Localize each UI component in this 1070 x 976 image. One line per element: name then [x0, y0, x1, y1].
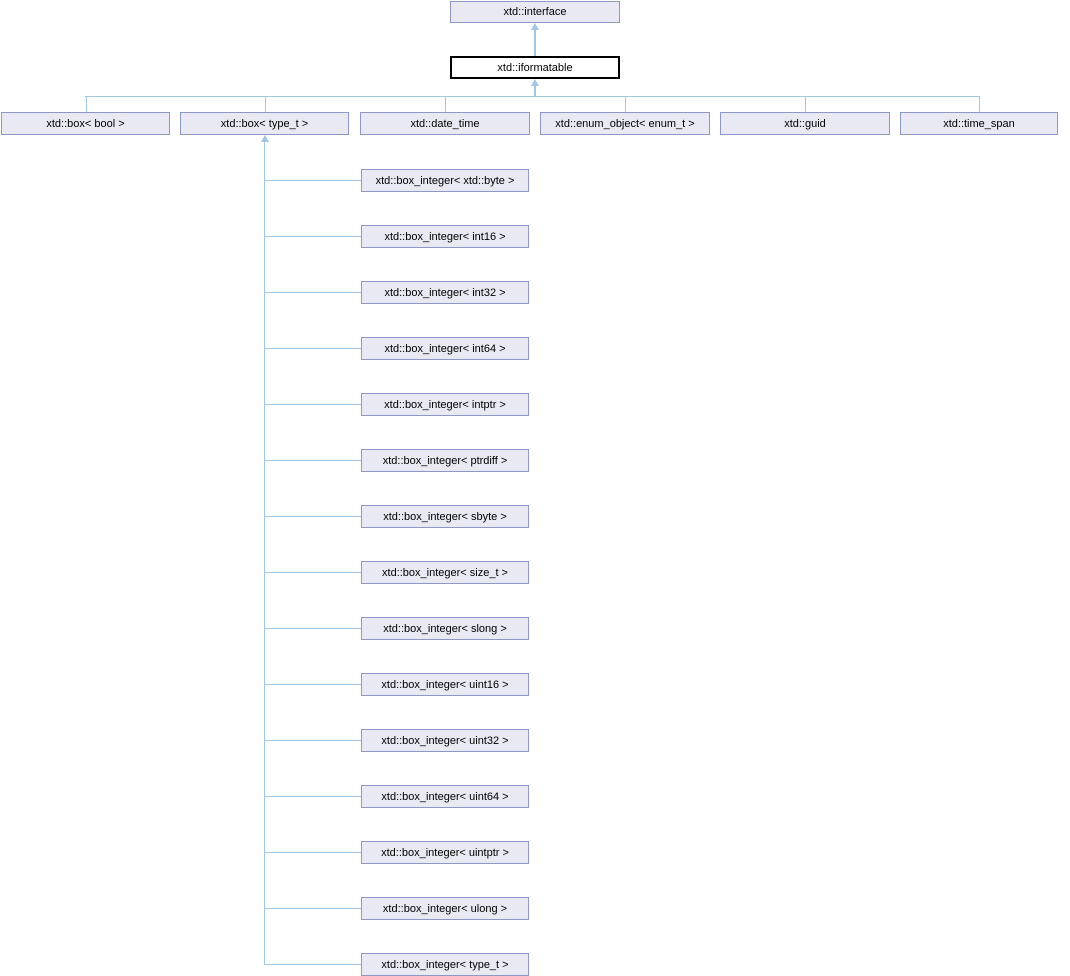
inheritance-arrow-up: [531, 23, 539, 30]
class-node-xtd-box-integer-uint32[interactable]: xtd::box_integer< uint32 >: [361, 729, 529, 752]
edge-line: [264, 852, 361, 853]
edge-line: [264, 460, 361, 461]
edge-line: [805, 96, 806, 112]
edge-line: [86, 96, 87, 112]
edge-line: [264, 404, 361, 405]
edge-line: [265, 96, 266, 112]
class-node-xtd-box-integer-uint64[interactable]: xtd::box_integer< uint64 >: [361, 785, 529, 808]
class-node-xtd-box-integer-sbyte[interactable]: xtd::box_integer< sbyte >: [361, 505, 529, 528]
class-node-xtd-guid[interactable]: xtd::guid: [720, 112, 890, 135]
class-node-xtd-box-integer-intptr[interactable]: xtd::box_integer< intptr >: [361, 393, 529, 416]
edge-line: [979, 96, 980, 112]
edge-line: [264, 142, 265, 965]
class-node-xtd-box-integer-slong[interactable]: xtd::box_integer< slong >: [361, 617, 529, 640]
class-node-xtd-box-integer-ptrdiff[interactable]: xtd::box_integer< ptrdiff >: [361, 449, 529, 472]
edge-line: [264, 908, 361, 909]
class-node-xtd-box-integer-size-t[interactable]: xtd::box_integer< size_t >: [361, 561, 529, 584]
class-node-xtd-interface[interactable]: xtd::interface: [450, 1, 620, 23]
class-node-xtd-box-integer-xtd-byte[interactable]: xtd::box_integer< xtd::byte >: [361, 169, 529, 192]
class-node-xtd-enum-object-enum-t[interactable]: xtd::enum_object< enum_t >: [540, 112, 710, 135]
edge-line: [264, 516, 361, 517]
edge-line: [264, 572, 361, 573]
class-node-xtd-box-integer-uintptr[interactable]: xtd::box_integer< uintptr >: [361, 841, 529, 864]
class-node-xtd-box-bool[interactable]: xtd::box< bool >: [1, 112, 170, 135]
edge-line: [534, 86, 536, 97]
edge-line: [264, 236, 361, 237]
class-node-xtd-time-span[interactable]: xtd::time_span: [900, 112, 1058, 135]
edge-line: [264, 628, 361, 629]
class-node-xtd-iformatable: xtd::iformatable: [450, 56, 620, 79]
edge-line: [264, 740, 361, 741]
class-node-xtd-box-integer-uint16[interactable]: xtd::box_integer< uint16 >: [361, 673, 529, 696]
edge-line: [264, 180, 361, 181]
inheritance-arrow-up: [531, 79, 539, 86]
edge-line: [264, 964, 361, 965]
edge-line: [264, 796, 361, 797]
class-node-xtd-date-time[interactable]: xtd::date_time: [360, 112, 530, 135]
edge-line: [625, 96, 626, 112]
class-node-xtd-box-type-t[interactable]: xtd::box< type_t >: [180, 112, 349, 135]
class-node-xtd-box-integer-int32[interactable]: xtd::box_integer< int32 >: [361, 281, 529, 304]
edge-line: [85, 96, 979, 97]
edge-line: [264, 684, 361, 685]
edge-line: [264, 348, 361, 349]
class-node-xtd-box-integer-int16[interactable]: xtd::box_integer< int16 >: [361, 225, 529, 248]
edge-line: [445, 96, 446, 112]
edge-line: [264, 292, 361, 293]
edge-line: [534, 30, 536, 56]
class-node-xtd-box-integer-type-t[interactable]: xtd::box_integer< type_t >: [361, 953, 529, 976]
class-node-xtd-box-integer-ulong[interactable]: xtd::box_integer< ulong >: [361, 897, 529, 920]
inheritance-arrow-up: [261, 135, 269, 142]
class-node-xtd-box-integer-int64[interactable]: xtd::box_integer< int64 >: [361, 337, 529, 360]
